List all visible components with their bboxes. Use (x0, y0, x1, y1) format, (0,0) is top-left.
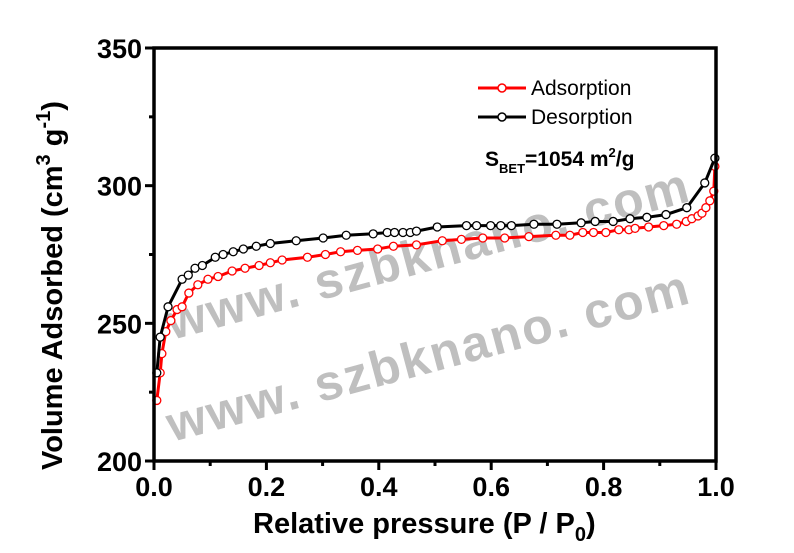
y-tick-label: 250 (97, 309, 142, 339)
data-point-adsorption (701, 203, 711, 213)
data-point-desorption (251, 241, 261, 251)
legend-label-adsorption: Adsorption (531, 77, 631, 100)
data-point-adsorption (411, 240, 422, 250)
data-point-adsorption (437, 236, 447, 246)
legend-marker-desorption (497, 112, 507, 122)
data-point-adsorption (659, 220, 669, 231)
data-point-desorption (496, 220, 506, 231)
data-point-desorption (682, 203, 692, 213)
data-point-adsorption (456, 234, 467, 245)
data-point-desorption (163, 302, 173, 312)
data-point-adsorption (227, 266, 237, 276)
data-point-adsorption (578, 227, 588, 238)
x-tick-labels: 0.0 0.2 0.4 0.6 0.8 1.0 (135, 472, 735, 502)
x-axis-title: Relative pressure (P / P0) (253, 508, 596, 546)
data-point-desorption (700, 178, 710, 188)
data-point-adsorption (601, 227, 611, 238)
data-point-desorption (411, 226, 422, 236)
data-point-desorption (485, 220, 496, 231)
data-point-adsorption (565, 230, 575, 240)
data-point-adsorption (277, 255, 287, 265)
axis-ticks (145, 46, 718, 470)
data-point-adsorption (320, 249, 331, 260)
data-point-adsorption (265, 258, 275, 268)
y-axis-title: Volume Adsorbed (cm3 g-1) (33, 101, 69, 470)
x-tick-label: 0.8 (585, 472, 623, 502)
data-point-adsorption (184, 288, 194, 298)
y-tick-label: 350 (97, 34, 142, 64)
data-point-adsorption (240, 263, 250, 273)
data-point-adsorption (335, 247, 346, 257)
data-point-desorption (210, 252, 220, 262)
data-point-adsorption (203, 274, 213, 284)
data-point-adsorption (672, 219, 682, 229)
series-adsorption (152, 161, 720, 406)
data-point-desorption (432, 222, 442, 232)
data-point-desorption (576, 218, 586, 228)
data-point-desorption (506, 220, 517, 231)
data-point-desorption (608, 216, 618, 227)
data-point-desorption (552, 219, 562, 229)
data-point-adsorption (478, 233, 488, 243)
data-point-adsorption (630, 223, 640, 233)
data-point-desorption (265, 238, 275, 249)
data-point-adsorption (302, 252, 313, 262)
data-point-desorption (291, 236, 301, 246)
data-point-desorption (238, 244, 249, 254)
data-point-adsorption (588, 227, 599, 238)
x-tick-label: 0.6 (472, 472, 510, 502)
data-point-adsorption (166, 315, 176, 326)
legend-label-desorption: Desorption (531, 106, 633, 129)
data-point-adsorption (614, 225, 624, 235)
data-point-desorption (341, 230, 351, 240)
data-point-adsorption (388, 241, 399, 251)
data-point-desorption (625, 214, 635, 224)
bet-surface-area-annotation: SBET=1054 m2/g (485, 145, 634, 176)
data-point-desorption (177, 274, 187, 284)
x-tick-label: 0.0 (135, 472, 173, 502)
data-point-desorption (368, 229, 378, 239)
y-tick-label: 200 (97, 447, 142, 477)
y-tick-labels: 200 250 300 350 (97, 34, 142, 477)
data-point-adsorption (177, 302, 187, 312)
x-tick-label: 0.2 (248, 472, 286, 502)
data-point-desorption (183, 270, 193, 280)
legend-marker-adsorption (497, 83, 507, 93)
data-point-desorption (642, 212, 652, 222)
series-layer (152, 153, 720, 406)
legend: Adsorption Desorption (478, 77, 633, 129)
data-point-adsorption (500, 233, 510, 243)
x-tick-label: 1.0 (697, 472, 735, 502)
x-tick-label: 0.4 (360, 472, 398, 502)
data-point-adsorption (643, 222, 654, 232)
data-point-adsorption (524, 231, 534, 242)
data-point-desorption (318, 233, 328, 243)
data-point-adsorption (352, 245, 363, 256)
data-point-desorption (155, 332, 165, 342)
data-point-adsorption (373, 244, 383, 254)
data-point-desorption (218, 249, 228, 260)
data-point-adsorption (705, 196, 715, 206)
data-point-desorption (590, 216, 600, 227)
watermarks: www. szbknano. com www. szbknano. com (159, 157, 696, 453)
data-point-desorption (529, 219, 539, 229)
data-point-desorption (389, 227, 400, 238)
y-tick-label: 300 (97, 172, 142, 202)
data-point-desorption (461, 220, 472, 231)
data-point-adsorption (213, 271, 223, 282)
data-point-desorption (228, 247, 238, 257)
data-point-desorption (197, 260, 207, 271)
data-point-adsorption (193, 280, 203, 290)
data-point-adsorption (254, 260, 264, 271)
legend-item-adsorption: Adsorption (478, 77, 631, 100)
series-desorption (152, 153, 720, 378)
data-point-desorption (661, 209, 671, 220)
legend-item-desorption: Desorption (478, 106, 633, 129)
data-point-desorption (471, 220, 482, 231)
data-point-adsorption (551, 230, 561, 240)
